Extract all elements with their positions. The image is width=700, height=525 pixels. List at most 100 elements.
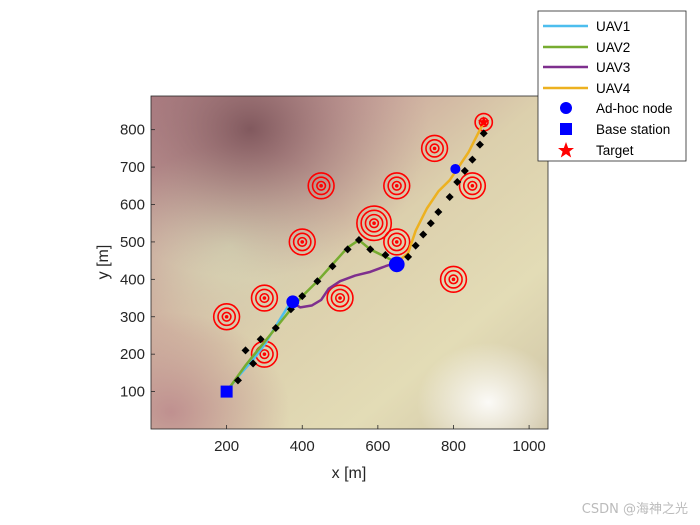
target-ring <box>330 288 350 308</box>
target-marker <box>288 228 316 256</box>
target-ring <box>221 311 232 322</box>
target-ring <box>420 134 449 163</box>
target-marker <box>326 284 354 312</box>
waypoint-marker <box>354 236 363 245</box>
waypoint-marker <box>256 335 265 344</box>
legend-label-base-station: Base station <box>596 122 670 137</box>
target-ring <box>259 292 270 304</box>
waypoint-marker <box>445 193 454 202</box>
target-ring <box>326 284 354 312</box>
uav3-path-line <box>289 261 399 309</box>
waypoint-marker <box>381 251 390 260</box>
target-ring <box>259 349 270 360</box>
uav4-path-line <box>395 120 485 264</box>
target-ring <box>387 232 407 252</box>
waypoint-marker <box>453 178 462 187</box>
legend-label-target: Target <box>596 143 634 158</box>
waypoint-marker <box>475 140 484 149</box>
target-marker <box>383 172 411 200</box>
target-marker <box>383 228 411 256</box>
waypoint-marker <box>434 207 443 216</box>
axes-box <box>150 95 549 430</box>
legend-marker-adhoc-node <box>560 102 572 114</box>
target-star-marker <box>478 116 490 127</box>
target-ring <box>307 172 335 200</box>
target-center <box>262 296 267 300</box>
legend-marker-target <box>558 142 574 158</box>
target-ring <box>364 213 384 233</box>
waypoint-marker <box>426 219 435 228</box>
target-ring <box>383 228 411 256</box>
target-ring <box>288 228 316 256</box>
target-ring <box>292 232 312 252</box>
y-tick-label: 700 <box>120 159 145 176</box>
csdn-watermark: CSDN @海神之光 <box>581 502 688 517</box>
legend-label-uav1: UAV1 <box>596 19 630 34</box>
y-tick-label: 200 <box>120 346 145 363</box>
target-ring <box>439 265 468 294</box>
target-center <box>224 314 229 319</box>
target-marker <box>307 172 335 200</box>
waypoint-marker <box>366 245 375 254</box>
target-ring <box>217 307 237 327</box>
legend-box <box>537 10 687 162</box>
x-tick-label: 200 <box>214 438 239 455</box>
target-ring <box>311 176 331 196</box>
target-center <box>451 277 456 282</box>
waypoint-marker <box>249 359 258 368</box>
target-marker <box>439 265 468 294</box>
waypoint-marker <box>479 129 488 138</box>
target-marker <box>250 284 279 312</box>
y-axis-label: y [m] <box>95 245 112 280</box>
waypoint-marker <box>298 292 307 301</box>
target-ring <box>383 172 411 200</box>
x-tick-label: 1000 <box>512 438 545 455</box>
target-marker <box>356 205 393 242</box>
target-ring <box>425 138 444 158</box>
target-center <box>432 146 437 151</box>
target-center <box>262 352 267 356</box>
target-ring <box>297 236 308 248</box>
target-ring <box>255 288 274 308</box>
x-tick-label: 400 <box>290 438 315 455</box>
base-station-marker <box>220 385 233 398</box>
legend-label-adhoc-node: Ad-hoc node <box>596 101 673 116</box>
x-axis-label: x [m] <box>332 465 367 482</box>
adhoc-node-marker <box>286 295 300 309</box>
target-ring <box>360 209 388 237</box>
legend-marker-base-station <box>560 123 572 135</box>
waypoint-marker <box>241 346 250 355</box>
target-ring <box>368 218 380 229</box>
target-center <box>372 221 376 226</box>
y-tick-label: 300 <box>120 309 145 326</box>
legend-label-uav4: UAV4 <box>596 81 631 96</box>
target-marker <box>458 172 487 200</box>
waypoint-marker <box>468 155 477 164</box>
y-tick-label: 400 <box>120 271 145 288</box>
y-tick-label: 800 <box>120 122 145 139</box>
target-ring <box>467 180 478 191</box>
waypoint-marker <box>460 166 469 175</box>
target-ring <box>212 303 241 331</box>
waypoint-marker <box>328 262 337 271</box>
y-tick-label: 600 <box>120 197 145 214</box>
waypoint-marker <box>343 245 352 254</box>
target-marker <box>420 134 449 163</box>
target-ring <box>391 236 402 248</box>
target-center <box>338 296 342 300</box>
adhoc-node-marker <box>388 256 405 273</box>
waypoint-marker <box>313 277 322 286</box>
y-axis-ticks: 100 200 300 400 500 600 700 800 <box>120 122 155 401</box>
target-ring <box>448 274 459 285</box>
target-center <box>300 240 305 244</box>
legend: UAV1 UAV2 UAV3 UAV4 Ad-hoc node Base sta… <box>537 10 687 162</box>
target-ring <box>462 176 482 196</box>
target-center <box>394 240 399 244</box>
target-ring <box>387 176 407 196</box>
waypoint-marker <box>404 252 413 261</box>
waypoint-marker <box>411 241 420 250</box>
target-center <box>394 183 399 188</box>
adhoc-node-marker <box>450 163 461 174</box>
target-ring <box>356 205 393 242</box>
